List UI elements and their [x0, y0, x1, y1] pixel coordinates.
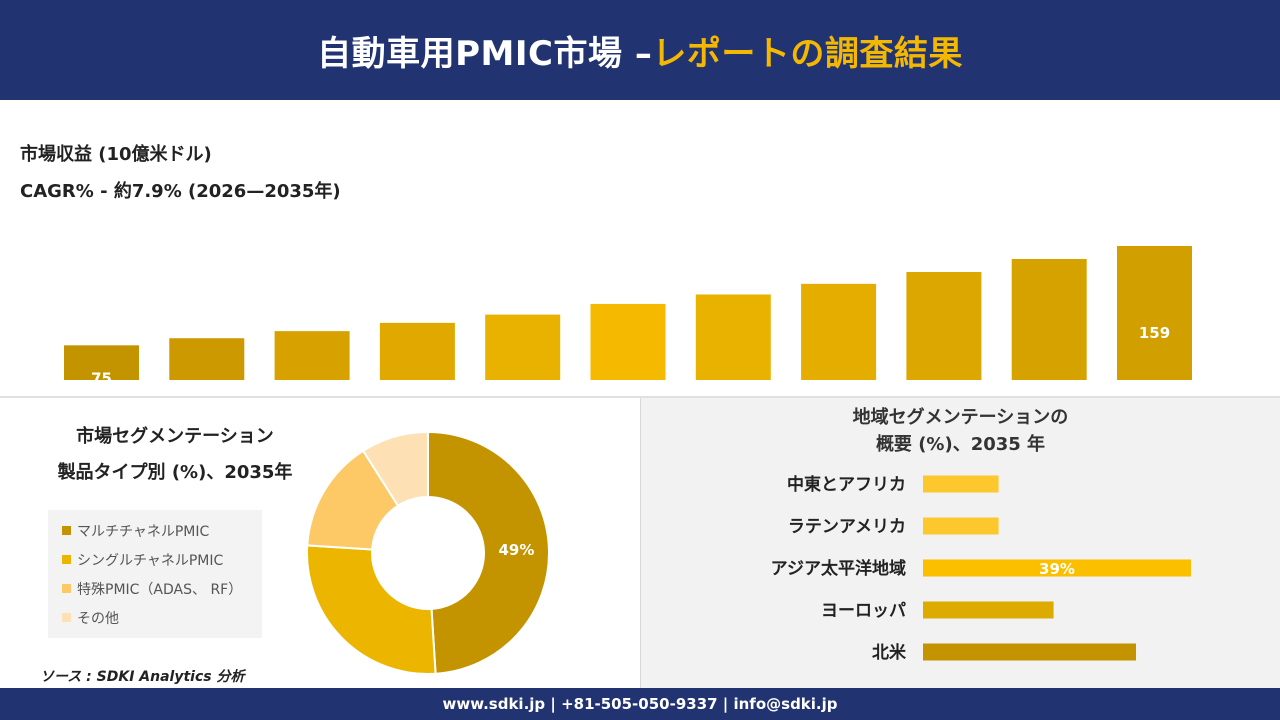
product-seg-title-line1: 市場セグメンテーション [76, 426, 274, 447]
donut-legend: マルチチャネルPMIC シングルチャネルPMIC 特殊PMIC（ADAS、 RF… [48, 510, 262, 638]
revenue-bar [64, 345, 139, 380]
revenue-bar [485, 314, 561, 380]
bar-data-label: 159 [1139, 324, 1170, 342]
region-bar [923, 643, 1137, 661]
region-bar [923, 517, 999, 535]
revenue-bar [590, 303, 666, 380]
legend-label: その他 [77, 610, 119, 627]
legend-item: その他 [62, 603, 248, 632]
region-seg-title-line1: 地域セグメンテーションの [852, 407, 1069, 428]
legend-label: マルチチャネルPMIC [77, 523, 210, 540]
legend-swatch [62, 613, 71, 622]
legend-item: 特殊PMIC（ADAS、 RF） [62, 574, 248, 603]
product-segmentation-panel: 市場セグメンテーション 製品タイプ別 (%)、2035年 マルチチャネルPMIC… [0, 398, 640, 688]
region-seg-title-line2: 概要 (%)、2035 年 [875, 434, 1046, 455]
region-seg-title: 地域セグメンテーションの 概要 (%)、2035 年 [641, 404, 1280, 458]
region-label: ラテンアメリカ [788, 517, 906, 537]
region-bar [923, 559, 1191, 577]
region-label: 北米 [872, 642, 907, 663]
region-segmentation-panel: 中東とアフリカ ラテンアメリカアジア太平洋地域 39% ヨーロッパ北米 地域セグメンテ… [641, 398, 1280, 688]
revenue-panel: 市場収益 (10億米ドル) CAGR% - 約7.9% (2026—2035年)… [0, 100, 1280, 396]
bar-data-label: 75 [91, 369, 112, 380]
page-title-main: 自動車用PMIC市場 – [317, 33, 653, 74]
revenue-bar [695, 294, 771, 380]
revenue-bar [1117, 246, 1192, 380]
region-bar [923, 601, 1054, 619]
revenue-bar [1011, 259, 1087, 380]
header-banner: 自動車用PMIC市場 –レポートの調査結果 [0, 0, 1280, 100]
revenue-bar-chart: 2025年752026年2027年2028年2029年2030年2031年203… [64, 246, 1192, 380]
section-divider [0, 396, 1280, 398]
product-donut-chart: 49% [306, 430, 550, 675]
region-data-label: 39% [1039, 560, 1075, 578]
donut-data-label: 49% [499, 541, 535, 559]
product-seg-title-line2: 製品タイプ別 (%)、2035年 [57, 462, 293, 483]
region-label: ヨーロッパ [821, 601, 906, 621]
region-label: 中東とアフリカ [787, 474, 906, 495]
region-bar [923, 475, 999, 493]
donut-slice [427, 430, 550, 675]
donut-slice [306, 544, 437, 675]
footer-banner: www.sdki.jp | +81-505-050-9337 | info@sd… [0, 688, 1280, 720]
cagr-text: CAGR% - 約7.9% (2026—2035年) [20, 181, 341, 202]
source-note: ソース : SDKI Analytics 分析 [40, 669, 245, 685]
legend-swatch [62, 555, 71, 564]
revenue-bar [169, 338, 245, 380]
revenue-bar [801, 283, 877, 380]
legend-swatch [62, 526, 71, 535]
region-label: アジア太平洋地域 [771, 558, 906, 579]
legend-swatch [62, 584, 71, 593]
revenue-bar [906, 272, 982, 380]
legend-label: 特殊PMIC（ADAS、 RF） [77, 581, 243, 598]
revenue-chart-title: 市場収益 (10億米ドル) [20, 144, 212, 165]
donut-slice [361, 430, 429, 508]
legend-item: マルチチャネルPMIC [62, 516, 248, 545]
revenue-bar [379, 322, 455, 380]
panel-divider [640, 398, 641, 688]
contact-info: www.sdki.jp | +81-505-050-9337 | info@sd… [442, 695, 838, 713]
page-title-accent: レポートの調査結果 [652, 33, 963, 74]
legend-item: シングルチャネルPMIC [62, 545, 248, 574]
revenue-bar [274, 331, 350, 380]
legend-label: シングルチャネルPMIC [77, 552, 224, 569]
page-title: 自動車用PMIC市場 –レポートの調査結果 [317, 26, 963, 75]
